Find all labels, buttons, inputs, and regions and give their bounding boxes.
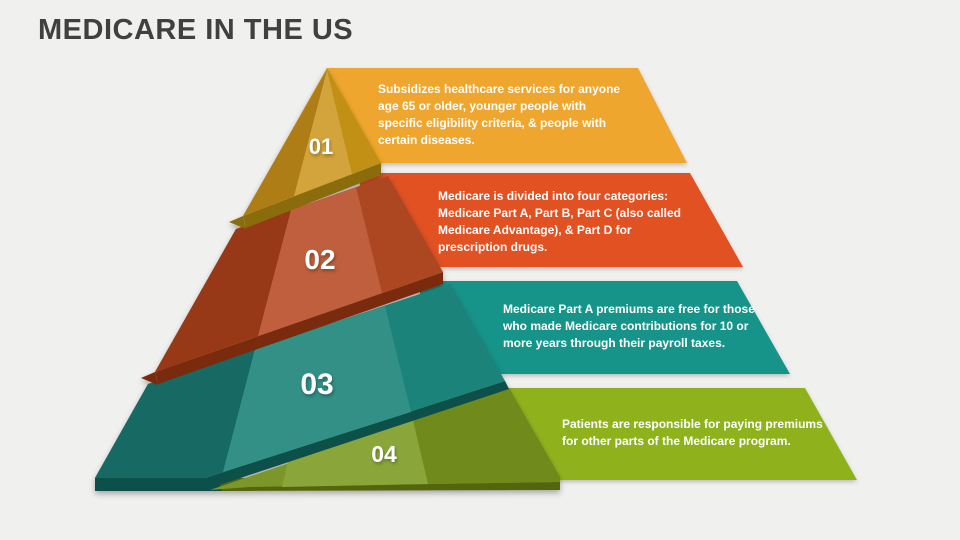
level-2-face-highlight (258, 187, 382, 336)
level-2-edge-tip (141, 372, 158, 385)
level-1-edge-tip (229, 216, 246, 229)
level-3-number: 03 (300, 368, 334, 401)
level-3-description: Medicare Part A premiums are free for th… (503, 302, 755, 350)
level-2-bottom-edge (155, 272, 443, 384)
level-2-number: 02 (304, 244, 336, 275)
level-1-description: Subsidizes healthcare services for anyon… (378, 82, 621, 147)
level-1-number: 01 (308, 134, 334, 159)
level-3-banner (420, 281, 790, 374)
level-2-face-shade (155, 210, 291, 372)
pyramid-base-edge-left (95, 478, 222, 491)
level-4-banner (480, 388, 857, 480)
level-4-face-shade (413, 388, 560, 484)
level-4-description: Patients are responsible for paying prem… (562, 417, 823, 448)
page-title: MEDICARE IN THE US (38, 14, 354, 46)
level-1-face-shade (243, 70, 327, 216)
level-2-banner (360, 173, 743, 267)
level-1-banner (327, 68, 687, 163)
level-1-bottom-edge (243, 163, 381, 228)
level-3-bottom-edge (205, 381, 509, 488)
level-3-face-shade (95, 349, 255, 478)
level-4-number: 04 (371, 441, 397, 467)
level-2-description: Medicare is divided into four categories… (438, 189, 681, 254)
level-4-face-highlight (282, 420, 428, 487)
level-1-face-highlight (294, 70, 352, 196)
level-3-face-highlight (223, 306, 411, 472)
pyramid-3d (95, 68, 560, 491)
callout-banners (327, 68, 857, 480)
